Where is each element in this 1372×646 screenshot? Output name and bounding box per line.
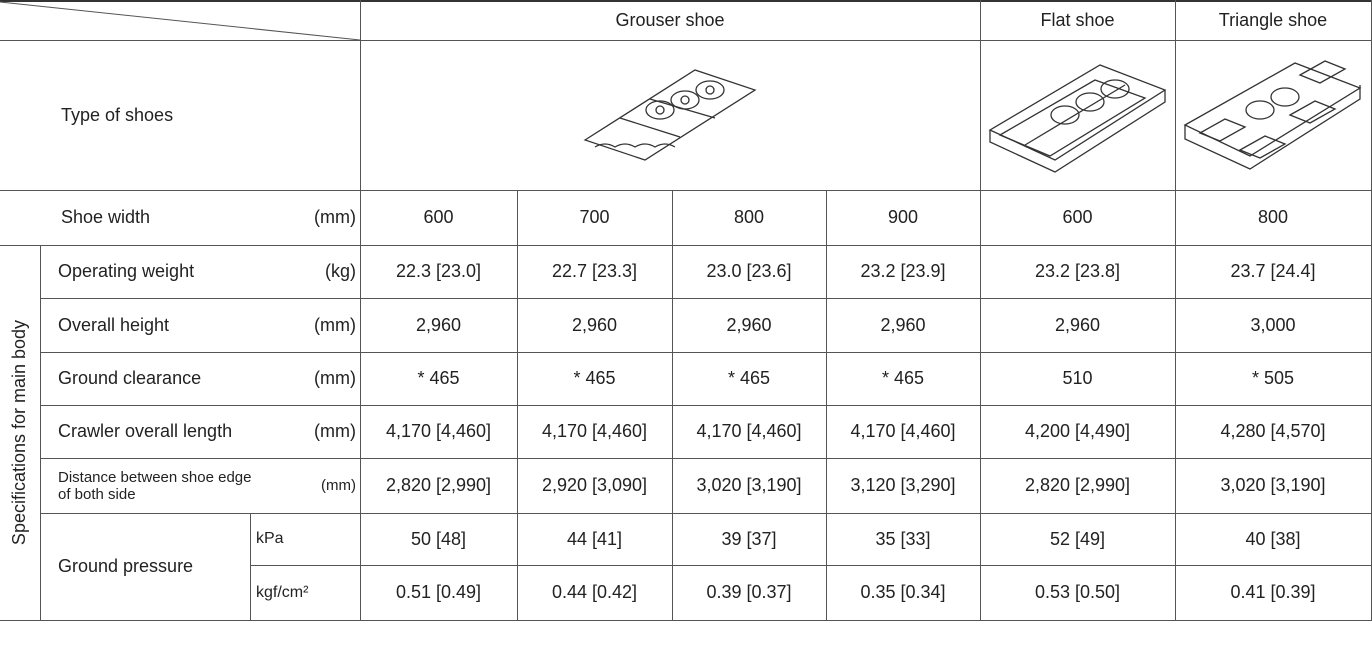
value-cell: 4,280 [4,570] (1175, 405, 1372, 459)
value-cell: 52 [49] (980, 513, 1176, 566)
row-label: Distance between shoe edge of both side (… (40, 458, 361, 514)
side-cell: Specifications for main body (0, 245, 41, 621)
value-cell: 0.39 [0.37] (672, 565, 827, 621)
value-cell: 2,820 [2,990] (360, 458, 518, 514)
value-cell: * 465 (360, 352, 518, 406)
value-cell: 3,020 [3,190] (672, 458, 827, 514)
unit-text: (mm) (314, 314, 356, 335)
value-cell: 39 [37] (672, 513, 827, 566)
value-cell: 0.53 [0.50] (980, 565, 1176, 621)
value-cell: 4,170 [4,460] (672, 405, 827, 459)
unit-text: (mm) (314, 368, 356, 388)
row-label: Operating weight (kg) (40, 245, 361, 299)
header-cell: Flat shoe (980, 0, 1176, 41)
image-cell (980, 40, 1176, 191)
value-cell: 600 (980, 190, 1176, 246)
value-cell: 22.7 [23.3] (517, 245, 673, 299)
value-cell: 4,170 [4,460] (517, 405, 673, 459)
label-text: Ground pressure (58, 556, 194, 576)
unit-text: (mm) (321, 477, 356, 494)
value-cell: 4,170 [4,460] (826, 405, 981, 459)
row-label: Overall height (mm) (40, 298, 361, 353)
label-text: Distance between shoe edge of both side (58, 468, 252, 503)
value-cell: 4,200 [4,490] (980, 405, 1176, 459)
label-text: Overall height (58, 314, 170, 335)
value-cell: 0.44 [0.42] (517, 565, 673, 621)
unit-text: (kg) (325, 261, 356, 281)
value-cell: 3,000 (1175, 298, 1372, 353)
label-text: Operating weight (58, 261, 195, 281)
corner-cell (0, 0, 361, 41)
value-cell: 800 (1175, 190, 1372, 246)
value-cell: 4,170 [4,460] (360, 405, 518, 459)
value-cell: * 465 (517, 352, 673, 406)
value-cell: 900 (826, 190, 981, 246)
image-cell (360, 40, 981, 191)
row-label: Ground clearance (mm) (40, 352, 361, 406)
value-cell: * 465 (826, 352, 981, 406)
value-cell: 23.2 [23.8] (980, 245, 1176, 299)
label-text: Type of shoes (61, 104, 174, 125)
unit-cell: kgf/cm² (250, 565, 361, 621)
value-cell: * 505 (1175, 352, 1372, 406)
value-cell: 40 [38] (1175, 513, 1372, 566)
value-cell: 800 (672, 190, 827, 246)
image-cell (1175, 40, 1372, 191)
row-label: Shoe width (mm) (0, 190, 361, 246)
value-cell: 2,960 (672, 298, 827, 353)
value-cell: 2,960 (517, 298, 673, 353)
value-cell: 3,020 [3,190] (1175, 458, 1372, 514)
flat-shoe-image (988, 64, 1167, 173)
label-text: Crawler overall length (58, 421, 233, 441)
value-cell: 3,120 [3,290] (826, 458, 981, 514)
value-cell: 700 (517, 190, 673, 246)
grouser-shoe-image (583, 69, 757, 161)
triangle-shoe-image (1183, 60, 1362, 170)
value-cell: 2,960 (360, 298, 518, 353)
side-label: Specifications for main body (9, 319, 29, 546)
label-text: Ground clearance (58, 368, 202, 388)
header-cell: Triangle shoe (1175, 0, 1372, 41)
row-label: Type of shoes (0, 40, 361, 191)
value-cell: 0.51 [0.49] (360, 565, 518, 621)
value-cell: 0.41 [0.39] (1175, 565, 1372, 621)
unit-cell: kPa (250, 513, 361, 566)
value-cell: 2,960 (980, 298, 1176, 353)
top-rule (0, 0, 1372, 2)
unit-text: (mm) (314, 421, 356, 441)
unit-text: (mm) (314, 207, 356, 227)
value-cell: 600 (360, 190, 518, 246)
value-cell: 22.3 [23.0] (360, 245, 518, 299)
label-text: Shoe width (61, 207, 151, 227)
value-cell: 510 (980, 352, 1176, 406)
value-cell: 50 [48] (360, 513, 518, 566)
value-cell: 23.2 [23.9] (826, 245, 981, 299)
value-cell: 35 [33] (826, 513, 981, 566)
value-cell: 23.7 [24.4] (1175, 245, 1372, 299)
value-cell: * 465 (672, 352, 827, 406)
row-label: Crawler overall length (mm) (40, 405, 361, 459)
value-cell: 2,820 [2,990] (980, 458, 1176, 514)
value-cell: 44 [41] (517, 513, 673, 566)
value-cell: 2,960 (826, 298, 981, 353)
corner-diagonal (0, 1, 360, 40)
header-cell: Grouser shoe (360, 0, 981, 41)
value-cell: 0.35 [0.34] (826, 565, 981, 621)
value-cell: 23.0 [23.6] (672, 245, 827, 299)
value-cell: 2,920 [3,090] (517, 458, 673, 514)
row-label: Ground pressure (40, 513, 251, 621)
